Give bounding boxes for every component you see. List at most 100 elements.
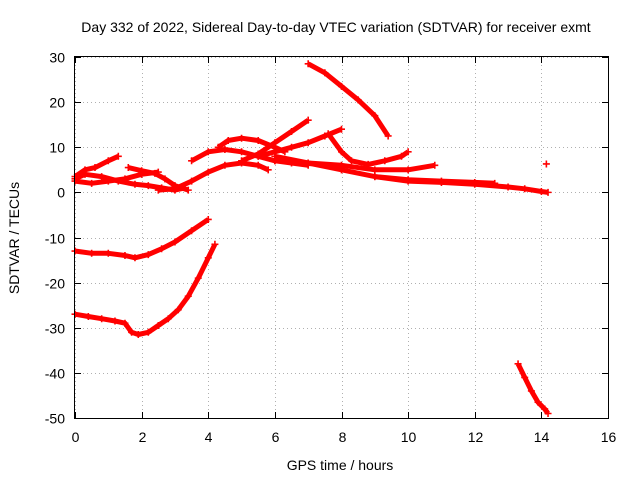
data-point [304,159,312,167]
data-point [304,60,312,68]
data-point [338,166,345,174]
data-point [514,360,522,368]
series-trace [74,217,210,261]
data-point [81,170,89,178]
data-point [288,143,296,151]
series-arc-14 [371,173,552,196]
data-point [224,136,232,144]
data-point [98,173,106,181]
data-point [304,139,312,147]
data-point [128,328,136,336]
data-point [84,312,92,320]
x-tick-label: 6 [272,429,280,445]
data-point [221,146,229,154]
data-point [164,315,172,323]
data-point [338,82,345,90]
series-arc-17 [514,360,552,417]
data-series [71,60,552,417]
data-point [91,164,99,172]
data-point [537,187,545,195]
data-point [324,130,332,138]
data-point [188,157,196,165]
data-point [171,185,179,193]
y-tick-label: 0 [57,185,65,201]
x-tick-label: 2 [139,429,147,445]
data-point [221,161,229,169]
data-point [371,173,379,181]
data-point [338,148,345,156]
data-point [437,178,445,186]
data-point [131,254,139,262]
data-point [104,157,112,165]
data-point [121,319,129,327]
data-point [88,249,96,257]
data-point [354,96,362,104]
data-point [534,398,542,406]
data-point [138,167,146,175]
data-point [214,143,222,151]
data-point [264,166,272,174]
data-point [381,157,389,165]
data-point [384,132,392,140]
data-point [184,186,192,194]
data-point [527,387,535,395]
data-point [544,188,552,196]
data-point [161,175,169,183]
data-point [288,127,296,135]
data-point [254,136,262,144]
data-point [111,317,119,325]
data-point [541,405,549,413]
data-point [404,166,412,174]
data-point [154,321,162,329]
data-point [104,177,112,185]
y-axis-label: SDTVAR / TECUs [6,182,22,294]
data-point [158,245,166,253]
data-point [204,254,212,262]
data-point [338,125,345,133]
series-arc-15 [71,215,212,262]
data-point [171,238,179,246]
data-point [304,116,312,124]
data-point [271,139,279,147]
x-tick-label: 16 [601,429,617,445]
data-point [204,168,212,176]
data-point [114,152,122,160]
y-tick-label: 20 [49,95,65,111]
data-point [271,152,279,160]
data-point [504,183,512,191]
data-point [211,240,219,248]
data-point [194,274,202,282]
x-tick-label: 8 [339,429,347,445]
series-arc-11 [324,130,412,168]
data-point [121,252,129,260]
data-point [121,175,129,183]
data-point [134,331,142,339]
x-tick-label: 4 [205,429,213,445]
y-tick-label: -20 [45,276,65,292]
data-point [471,180,479,188]
data-point [144,328,152,336]
data-point [404,177,412,185]
data-point [204,215,212,223]
data-point [98,315,106,323]
chart-title: Day 332 of 2022, Sidereal Day-to-day VTE… [81,19,590,35]
data-point [371,166,379,174]
y-tick-label: -40 [45,366,65,382]
series-trace [326,132,410,167]
x-tick-label: 14 [534,429,550,445]
data-point [188,177,196,185]
y-tick-label: -50 [45,411,65,427]
data-point [347,157,355,165]
data-point [144,182,152,190]
y-tick-label: -10 [45,231,65,247]
data-point [188,227,196,235]
data-point [174,306,182,314]
data-point [154,186,162,194]
series-point-18 [542,160,550,168]
data-point [144,251,152,259]
data-point [131,180,139,188]
data-point [254,152,262,160]
series-trace [307,61,391,138]
x-tick-label: 12 [468,429,484,445]
